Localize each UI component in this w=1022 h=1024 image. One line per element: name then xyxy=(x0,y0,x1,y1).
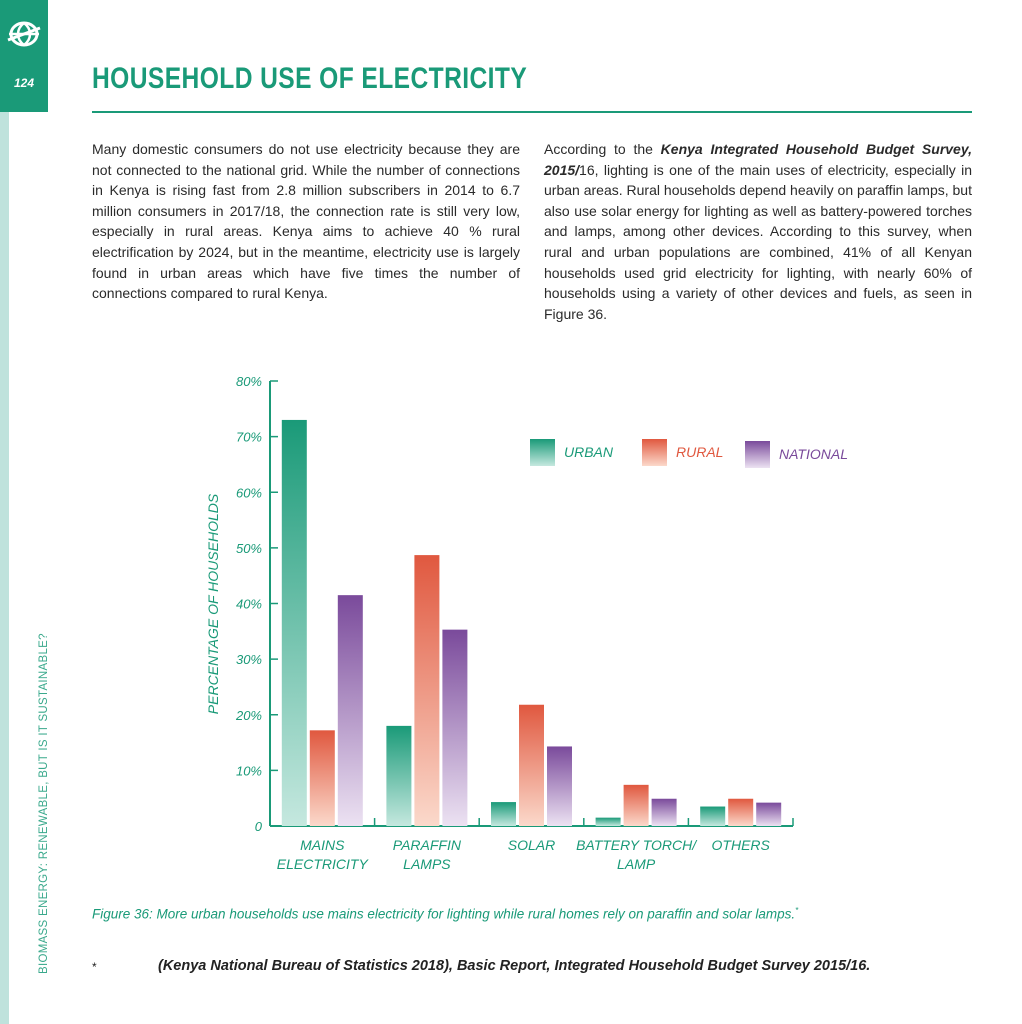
page-title: HOUSEHOLD USE OF ELECTRICITY xyxy=(92,62,528,95)
right-intro: According to the xyxy=(544,141,661,157)
legend-label-urban: URBAN xyxy=(564,444,614,460)
bar-national xyxy=(442,629,468,826)
legend-swatch-rural xyxy=(642,439,667,466)
x-tick-label: SOLAR xyxy=(508,837,555,853)
logo-box: 124 xyxy=(0,0,48,112)
side-title: BIOMASS ENERGY: RENEWABLE, BUT IS IT SUS… xyxy=(38,633,50,974)
y-tick-label: 70% xyxy=(236,430,262,445)
y-axis-label: PERCENTAGE OF HOUSEHOLDS xyxy=(205,493,221,714)
legend-swatch-national xyxy=(745,441,770,468)
bar-rural xyxy=(519,704,544,826)
bar-urban xyxy=(281,419,307,826)
right-paragraph: According to the Kenya Integrated Househ… xyxy=(544,139,972,324)
bar-national xyxy=(337,595,363,826)
y-tick-label: 50% xyxy=(236,541,262,556)
left-paragraph: Many domestic consumers do not use elect… xyxy=(92,141,520,302)
bar-urban xyxy=(491,802,516,826)
x-tick-label: ELECTRICITY xyxy=(277,856,370,872)
footnote-mark: * xyxy=(92,960,97,974)
right-rest: 16, lighting is one of the main uses of … xyxy=(544,161,972,322)
survey-title: Kenya Integrated Household Budget Survey… xyxy=(544,141,973,178)
bar-rural xyxy=(728,798,754,826)
page-number: 124 xyxy=(13,76,35,90)
figure-36-chart: 0 10% 20% 30% 40% 50% 60% 70% 80% PERCENTAGE OF H… xyxy=(180,365,900,885)
legend-label-rural: RURAL xyxy=(676,444,723,460)
x-tick-label: PARAFFIN xyxy=(393,837,462,853)
bar-urban xyxy=(386,725,412,826)
y-tick-label: 20% xyxy=(235,708,262,723)
figure-caption: Figure 36: More urban households use mai… xyxy=(92,906,798,922)
bar-urban xyxy=(595,817,621,826)
bar-national xyxy=(756,802,782,826)
x-tick-label: MAINS xyxy=(300,837,345,853)
caption-mark: * xyxy=(795,906,799,915)
bar-urban xyxy=(700,806,726,826)
x-tick-label: LAMPS xyxy=(403,856,451,872)
y-tick-label: 40% xyxy=(236,597,262,612)
footnote-text: (Kenya National Bureau of Statistics 201… xyxy=(158,958,871,974)
y-tick-label: 80% xyxy=(236,374,262,389)
y-tick-label: 0 xyxy=(255,819,263,834)
x-tick-label: LAMP xyxy=(617,856,656,872)
legend-label-national: NATIONAL xyxy=(779,446,848,462)
y-tick-label: 10% xyxy=(236,763,262,778)
bar-national xyxy=(651,798,677,826)
bar-chart: 0 10% 20% 30% 40% 50% 60% 70% 80% PERCENTAGE OF H… xyxy=(205,374,848,872)
caption-text: Figure 36: More urban households use mai… xyxy=(92,906,796,922)
bar-rural xyxy=(414,555,440,826)
title-divider xyxy=(92,111,972,113)
bar-national xyxy=(547,746,572,826)
y-tick-label: 30% xyxy=(236,652,262,667)
y-tick-label: 60% xyxy=(236,485,262,500)
bar-rural xyxy=(623,784,649,826)
body-column-left: Many domestic consumers do not use elect… xyxy=(92,139,520,304)
x-tick-label: BATTERY TORCH/ xyxy=(576,837,698,853)
x-tick-label: OTHERS xyxy=(712,837,771,853)
legend-swatch-urban xyxy=(530,439,555,466)
body-column-right: According to the Kenya Integrated Househ… xyxy=(544,139,972,324)
sidebar-strip xyxy=(0,0,9,1024)
globe-icon xyxy=(7,21,41,47)
bar-rural xyxy=(309,730,335,826)
